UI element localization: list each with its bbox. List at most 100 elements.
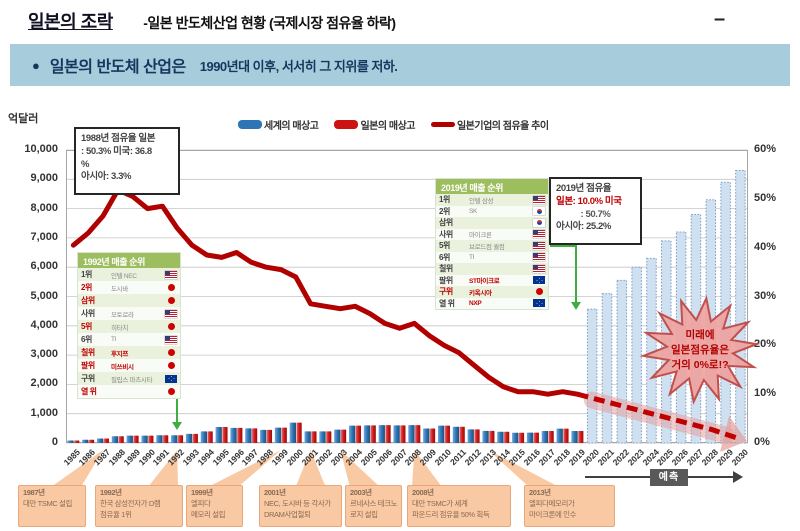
bar-world-2007 (393, 425, 400, 443)
starburst-text: 미래에 (686, 328, 715, 341)
flag-us-icon (533, 264, 545, 273)
flag-jp-icon (165, 297, 177, 305)
rank-table-title: 1992년 매출 순위 (78, 253, 180, 268)
note-1988-line4: 아시아: 3.3% (81, 171, 132, 183)
company-cell: 후지쯔 (111, 350, 129, 358)
bar-world-2004 (348, 425, 356, 443)
bar-world-2006 (378, 425, 385, 443)
note-2019-line3: 아시아: 25.2% (556, 221, 611, 233)
callout-text: 2013년 (529, 488, 551, 497)
callout-1992: 1992년 한국 삼성전자가 D램 점유율 1위 (95, 485, 183, 527)
bar-world-1989 (126, 435, 133, 443)
banner-main-text: 일본의 반도체 산업은 (49, 59, 186, 76)
page-subtitle: -일본 반도체산업 현황 (국제시장 점유율 하락) (143, 15, 396, 31)
legend-item: 일본기업의 점유율 추이 (430, 117, 549, 132)
rank-row: 사위 모토로라 (78, 307, 180, 320)
rank-cell: 팔위 (81, 361, 95, 370)
left-tick: 2,000 (30, 377, 58, 390)
callout-text: DRAM사업철퇴 (264, 509, 311, 519)
right-tick: 60% (754, 143, 777, 155)
left-tick: 1,000 (30, 406, 58, 419)
bar-japan-1997 (252, 428, 258, 443)
rank-row: 5위 브로드컴 퀄컴 (436, 240, 548, 252)
rank-row: 칠위 (436, 263, 548, 275)
flag-jp-icon (533, 288, 545, 296)
bar-world-forecast-2021 (601, 293, 613, 444)
callout-text: 2001년 (264, 488, 286, 497)
line-japan-share-forecast (576, 391, 742, 442)
callout-text: 1992년 (100, 488, 122, 497)
bar-japan-2004 (355, 425, 361, 443)
company-cell: 필립스 마츠시타 (111, 376, 153, 384)
bar-world-1999 (274, 427, 282, 443)
bar-japan-2002 (326, 431, 332, 443)
rank-table-2019: 2019년 매출 순위 1위 인텔 삼성 2위 SK 삼위 사위 마이크론 5위 브로드컴 퀄컴 6… (436, 179, 548, 309)
rank-cell: 사위 (81, 309, 95, 318)
rank-row: 5위 히타치 (78, 320, 180, 333)
rank-cell: 열 위 (439, 298, 455, 308)
left-tick: 7,000 (30, 230, 58, 243)
flag-us-icon (533, 253, 545, 262)
company-cell: 도시바 (111, 285, 129, 293)
bar-world-1998 (260, 429, 267, 443)
company-cell: 인텔 NEC (111, 272, 137, 280)
callout-text: 2008년 (412, 488, 434, 497)
legend-swatch-icon (238, 120, 262, 129)
company-cell: 키옥시아 (469, 289, 492, 297)
bar-world-1997 (245, 428, 252, 443)
bar-world-1994 (200, 431, 208, 443)
callout-text: 마이크론에 인수 (529, 509, 577, 519)
flag-us-icon (165, 309, 177, 318)
company-cell: SK (469, 207, 478, 215)
rank-cell: 1위 (81, 270, 92, 279)
bar-japan-2019 (578, 430, 584, 443)
note-1988-line3: % (81, 158, 90, 170)
rank-cell: 칠위 (439, 264, 453, 274)
note-2019-title: 2019년 점유율 (556, 183, 612, 194)
line-japan-share (70, 187, 580, 397)
bar-world-1990 (141, 435, 148, 443)
bar-japan-2015 (518, 432, 525, 443)
bar-world-forecast-2022 (616, 279, 628, 444)
legend-swatch-icon (334, 120, 359, 129)
banner-sub-text: 1990년대 이후, 서서히 그 지위를 저하. (199, 58, 398, 74)
rank-cell: 사위 (439, 229, 453, 239)
company-cell: NXP (469, 299, 482, 307)
left-tick: 8,000 (30, 201, 58, 214)
bar-world-2002 (319, 431, 326, 443)
bar-japan-2012 (474, 429, 480, 443)
left-axis-unit: 억달러 (8, 113, 39, 125)
note-1988-line1: 1988년 점유율 일본 (81, 133, 156, 144)
forecast-arrowhead-icon (733, 471, 743, 483)
bar-world-forecast-2024 (646, 257, 657, 444)
rank-cell: 6위 (439, 252, 450, 262)
note-2019-line2: : 50.7% (580, 208, 611, 220)
rank-row: 팔위 ST마이크로 (436, 274, 548, 286)
bar-japan-2018 (563, 428, 569, 443)
legend-label: 세계의 매상고 (264, 121, 319, 132)
company-cell: ST마이크로 (469, 278, 500, 286)
bar-japan-1998 (266, 429, 273, 443)
right-tick: 10% (754, 387, 777, 400)
starburst-shape (639, 295, 761, 405)
rank-cell: 구위 (439, 287, 453, 297)
rank-row: 삼위 (78, 294, 180, 307)
flag-eu-icon (165, 374, 177, 383)
bar-world-2018 (556, 428, 563, 443)
callout-text: 대만 TSMC가 세계 (412, 498, 468, 508)
bar-world-1992 (171, 435, 178, 443)
legend-label: 일본기업의 점유율 추이 (456, 121, 549, 132)
bar-world-2011 (452, 426, 460, 443)
flag-jp-icon (165, 349, 177, 357)
bar-world-1996 (230, 427, 237, 443)
left-tick: 0 (51, 436, 58, 448)
flag-eu-icon (533, 299, 545, 308)
bar-japan-1989 (133, 435, 139, 443)
flag-us-icon (165, 270, 177, 279)
legend-item: 일본의 매상고 (334, 117, 415, 132)
page-title: 일본의 조락 (28, 12, 113, 32)
bar-world-2000 (289, 422, 296, 443)
callout-text: 대만 TSMC 설립 (23, 498, 73, 508)
callout-2013: 2013년 엘피다메모리가 마이크론에 인수 (524, 485, 615, 527)
